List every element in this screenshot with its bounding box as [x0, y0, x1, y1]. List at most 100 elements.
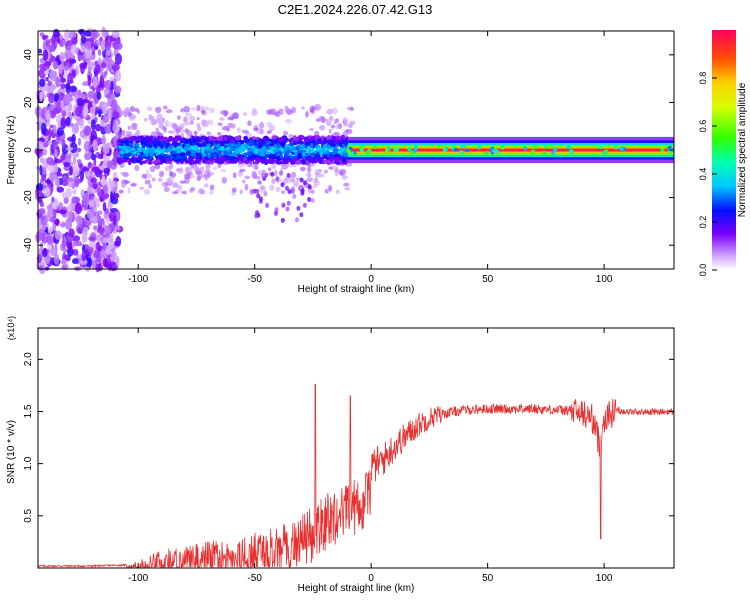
spectrogram-cell	[44, 70, 50, 75]
spectrogram-cell	[275, 143, 281, 148]
spectrogram-cell	[127, 187, 131, 194]
spectrogram-cell	[190, 187, 196, 191]
spectrogram-cell	[65, 84, 71, 94]
spectrogram-cell	[100, 178, 106, 186]
spectrogram-cell	[66, 204, 71, 213]
spectrogram-cell	[144, 179, 151, 185]
spectrogram-cell	[258, 149, 264, 153]
spectrogram-cell	[184, 112, 192, 117]
spectrogram-cell	[201, 147, 205, 151]
spectrogram-cell	[213, 154, 217, 159]
spectrogram-cell	[251, 136, 256, 140]
colorbar: 0.0 0.2 0.4 0.6 0.8 Normalized spectral ampl…	[698, 30, 748, 276]
spectrogram-cell	[106, 48, 112, 56]
spectrogram-cell	[61, 139, 66, 148]
spectrogram-cell	[660, 147, 665, 152]
snr-frame	[37, 327, 675, 569]
spectrogram-cell	[263, 191, 268, 197]
spectrogram-cell	[106, 180, 115, 189]
spectrogram-cell	[69, 165, 73, 176]
spectrogram-cell	[332, 137, 336, 142]
spectrogram-cell	[343, 122, 349, 127]
spectrogram-cell	[217, 131, 222, 136]
spectrogram-cell	[181, 155, 186, 160]
spectrogram-cell	[70, 161, 74, 167]
spectrogram-cell	[341, 175, 348, 180]
spectrogram-cell	[123, 139, 129, 144]
spectrogram-cell	[484, 151, 489, 156]
spectrogram-cell	[303, 180, 308, 186]
spectrogram-cell	[115, 53, 122, 65]
spectrogram-cell	[283, 146, 288, 152]
spectrogram-cell	[101, 134, 107, 146]
spectrogram-cell	[286, 180, 292, 184]
spectrogram-cell	[72, 258, 79, 265]
spectrogram-cell	[84, 153, 92, 161]
spectrogram-cell	[189, 155, 195, 161]
spectrogram-cell	[259, 128, 264, 135]
spectrogram-cell	[103, 184, 108, 195]
spectrogram-cell	[326, 149, 330, 154]
spectrogram-cell	[407, 147, 412, 151]
spectrogram-cell	[157, 177, 163, 182]
spectrogram-cell	[136, 152, 141, 156]
spectrogram-cell	[91, 49, 95, 56]
spectrogram-cell	[72, 240, 76, 247]
spectrogram-cell	[70, 44, 77, 55]
spectrogram-cell	[103, 73, 107, 79]
spectrogram-cell	[118, 145, 125, 149]
spectrogram-cell	[147, 147, 152, 152]
spectrogram-cell	[247, 120, 252, 126]
spectrogram-cell	[271, 135, 277, 140]
spectrogram-cell	[175, 128, 181, 134]
spectrogram-cell	[137, 135, 141, 141]
spectrogram-cell	[68, 228, 75, 238]
figure-title: C2E1.2024.226.07.42.G13	[278, 2, 433, 17]
spectrogram-cell	[82, 167, 90, 172]
spectrogram-cell	[131, 153, 136, 157]
spectrogram-cell	[257, 180, 262, 185]
spectrogram-cell	[158, 170, 165, 178]
spectrogram-cell	[76, 159, 82, 165]
spectrogram-cell	[394, 147, 399, 152]
spectrogram-cell	[313, 179, 320, 187]
spectrogram-cell	[172, 123, 179, 130]
spectrogram-cell	[56, 176, 60, 187]
spectrogram-cell	[294, 152, 298, 157]
spectrogram-cell	[328, 184, 333, 192]
spectrogram-cell	[269, 158, 276, 163]
spectrogram-cell	[36, 124, 42, 131]
spectrogram-cell	[210, 135, 214, 140]
colorbar-tick-label: 0.8	[698, 72, 708, 85]
spectrogram-cell	[52, 140, 58, 148]
spectrogram-cell	[284, 118, 292, 124]
spectrogram-cell	[39, 202, 45, 208]
spectrogram-cell	[61, 265, 66, 270]
spectrogram-cell	[61, 110, 66, 118]
spectrogram-cell	[77, 137, 82, 146]
spectrogram-cell	[128, 142, 133, 146]
spectrogram-x-tick-label: -50	[247, 274, 262, 285]
spectrogram-cell	[241, 160, 247, 163]
spectrogram-cell	[232, 112, 239, 120]
spectrogram-cell	[100, 39, 106, 52]
spectrogram-cell	[335, 189, 340, 195]
spectrogram-cell	[222, 140, 227, 144]
spectrogram-cell	[290, 142, 295, 146]
spectrogram-cell	[544, 144, 549, 149]
spectrogram-cell	[70, 122, 74, 127]
spectrogram-cell	[59, 52, 65, 62]
spectrogram-cell	[279, 170, 283, 176]
spectrogram-cell	[55, 77, 62, 88]
spectrogram-cell	[48, 127, 52, 140]
spectrogram-cell	[326, 135, 333, 140]
spectrogram-cell	[66, 146, 74, 151]
spectrogram-cell	[223, 150, 228, 156]
spectrogram-cell	[91, 216, 98, 223]
snr-panel: -100 -50 0 50 100 0.5 1.0 1.5 2.0 Height of str…	[6, 316, 675, 594]
spectrogram-cell	[253, 148, 259, 155]
spectrogram-cell	[202, 159, 206, 164]
spectrogram-cell	[280, 217, 285, 223]
spectrogram-cell	[338, 139, 344, 145]
spectrogram-x-ticks: -100 -50 0 50 100	[128, 31, 613, 285]
